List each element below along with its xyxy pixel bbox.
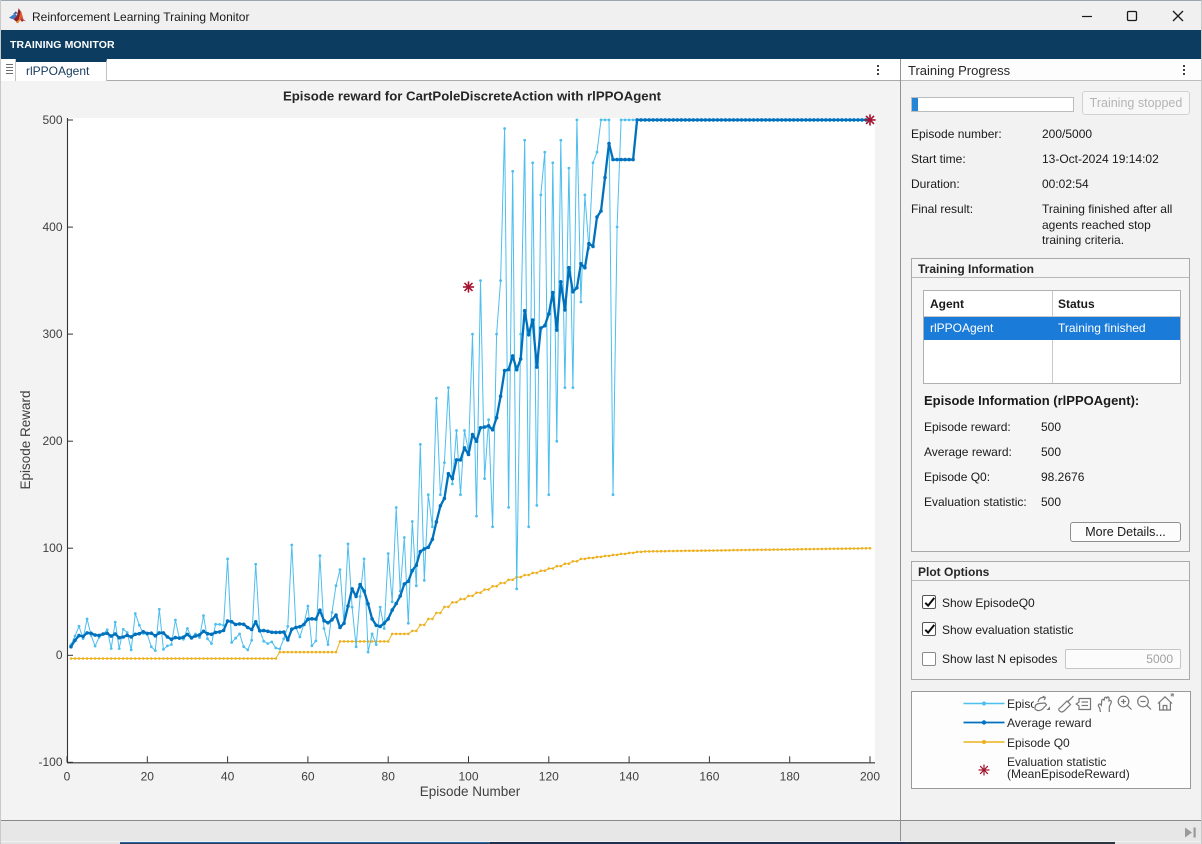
svg-text:200: 200 [860, 770, 880, 784]
svg-text:0: 0 [56, 648, 63, 662]
svg-text:500: 500 [42, 113, 62, 127]
svg-text:40: 40 [221, 770, 235, 784]
svg-text:Episode Reward: Episode Reward [18, 390, 33, 489]
svg-text:300: 300 [42, 327, 62, 341]
svg-text:160: 160 [699, 770, 719, 784]
svg-text:120: 120 [539, 770, 559, 784]
svg-text:-100: -100 [38, 755, 62, 769]
svg-text:Episode reward for CartPoleDis: Episode reward for CartPoleDiscreteActio… [283, 89, 662, 104]
svg-text:140: 140 [619, 770, 639, 784]
svg-text:Episode Number: Episode Number [420, 784, 521, 799]
svg-text:100: 100 [458, 770, 478, 784]
svg-text:0: 0 [64, 770, 71, 784]
svg-text:180: 180 [780, 770, 800, 784]
svg-text:200: 200 [42, 434, 62, 448]
svg-text:400: 400 [42, 220, 62, 234]
svg-text:100: 100 [42, 541, 62, 555]
svg-text:80: 80 [382, 770, 396, 784]
svg-text:60: 60 [301, 770, 315, 784]
svg-text:20: 20 [141, 770, 155, 784]
